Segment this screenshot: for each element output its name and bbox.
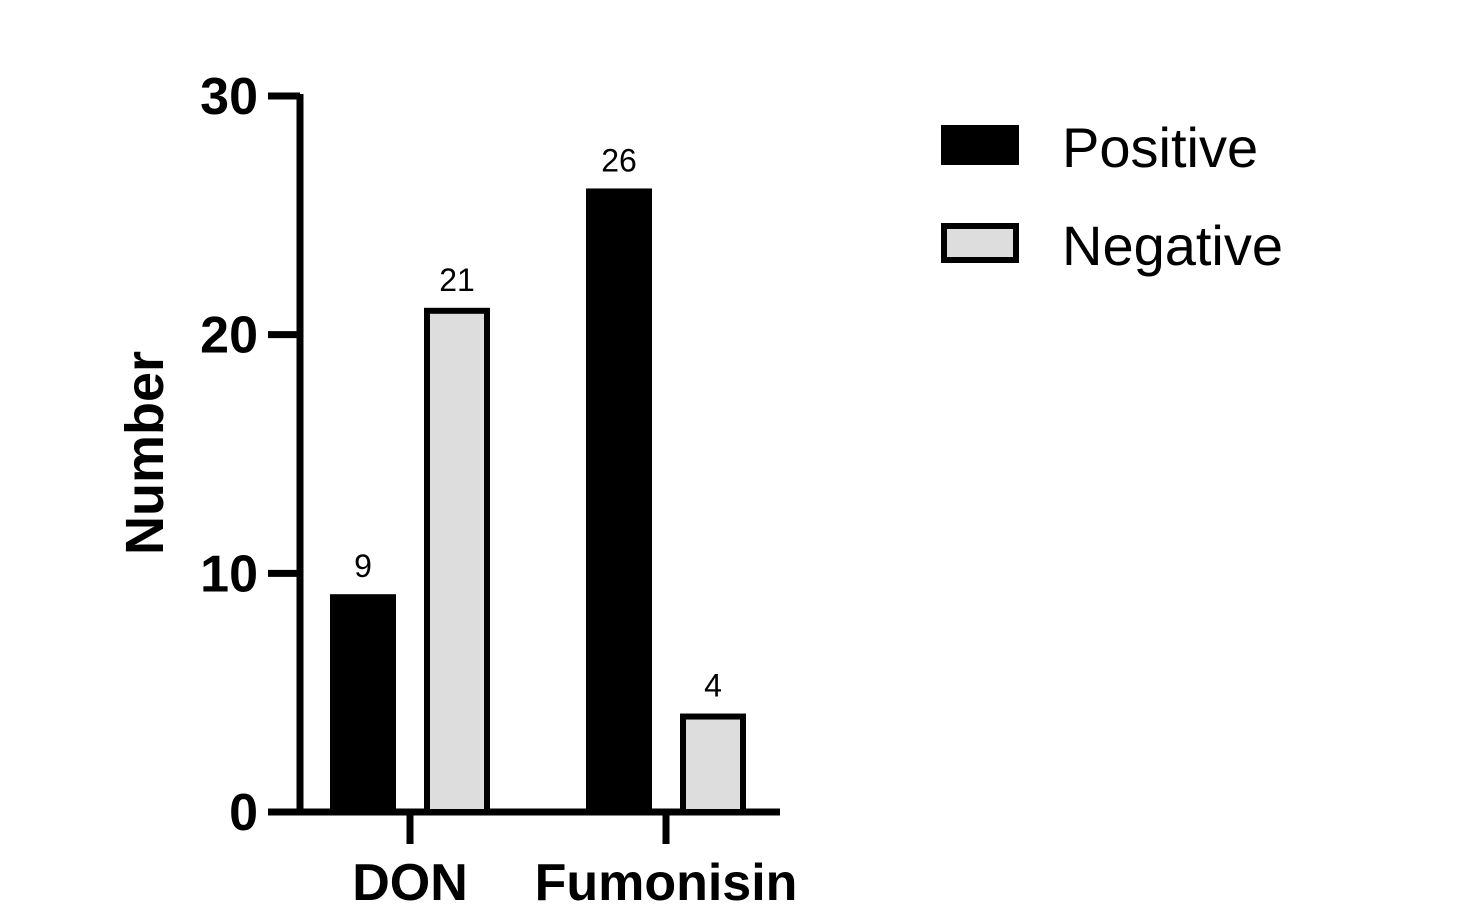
bar-positive-fumonisin bbox=[586, 188, 652, 815]
legend-label-positive: Positive bbox=[1062, 116, 1258, 179]
y-tick-label-30: 30 bbox=[200, 68, 258, 126]
legend-swatch-positive bbox=[941, 125, 1019, 165]
y-tick-label-20: 20 bbox=[200, 307, 258, 365]
bar-negative-don bbox=[424, 307, 490, 815]
bar-positive-don bbox=[330, 594, 396, 816]
data-label-negative-don: 21 bbox=[439, 262, 475, 298]
chart-axes: 0 10 20 30 DON Fumonisin bbox=[200, 68, 797, 912]
chart-labels: 9 26 21 4 bbox=[354, 142, 722, 703]
bar-negative-fumonisin bbox=[680, 713, 746, 815]
data-label-negative-fumonisin: 4 bbox=[704, 668, 722, 704]
y-axis-title: Number bbox=[115, 351, 175, 555]
legend-label-negative: Negative bbox=[1062, 214, 1283, 277]
x-tick-label-fumonisin: Fumonisin bbox=[535, 854, 798, 912]
x-tick-label-don: DON bbox=[352, 854, 468, 912]
data-label-positive-don: 9 bbox=[354, 548, 372, 584]
legend: Positive Negative bbox=[941, 116, 1283, 277]
y-tick-label-0: 0 bbox=[229, 784, 258, 842]
chart-bars bbox=[330, 188, 746, 816]
data-label-positive-fumonisin: 26 bbox=[601, 142, 637, 178]
legend-swatch-negative bbox=[941, 223, 1019, 263]
y-tick-label-10: 10 bbox=[200, 545, 258, 603]
